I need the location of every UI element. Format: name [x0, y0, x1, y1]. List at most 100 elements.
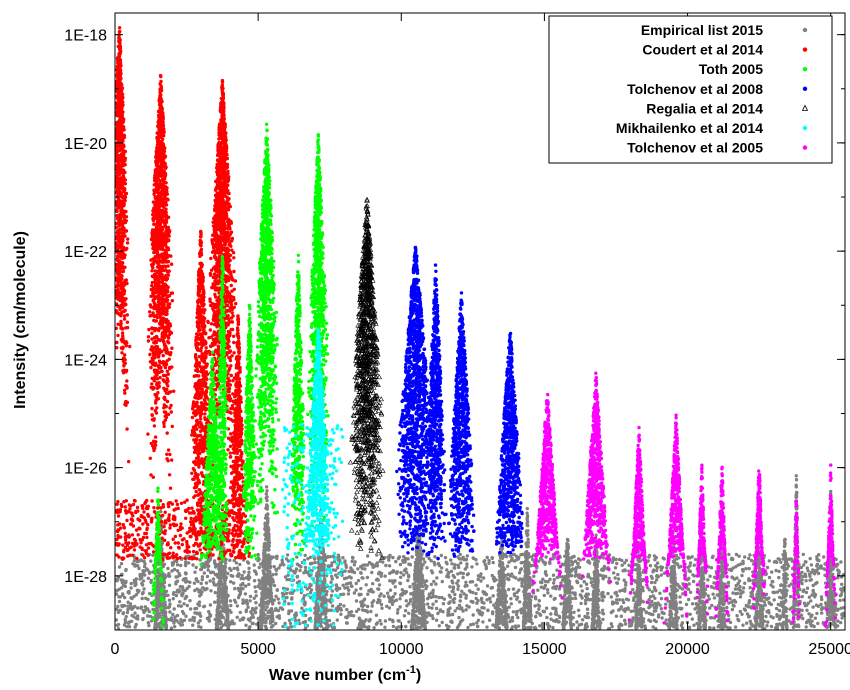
data-point: [148, 614, 153, 619]
data-point: [253, 611, 258, 615]
data-point: [347, 610, 351, 615]
data-point: [615, 601, 619, 605]
data-point: [123, 595, 127, 600]
data-point: [555, 584, 559, 589]
data-point: [124, 615, 128, 619]
data-point: [524, 574, 528, 578]
data-point: [434, 618, 439, 622]
data-point: [649, 580, 654, 585]
data-point: [356, 578, 361, 583]
data-point: [771, 590, 775, 594]
data-point: [262, 542, 267, 546]
data-point: [627, 563, 631, 567]
data-point: [171, 592, 176, 596]
data-point: [146, 621, 151, 625]
data-point: [815, 562, 820, 566]
data-point: [777, 575, 781, 580]
data-point: [398, 562, 403, 567]
data-point: [517, 588, 521, 592]
data-point: [391, 595, 395, 599]
data-point: [235, 604, 240, 608]
data-point: [684, 602, 689, 607]
data-point: [406, 578, 410, 583]
data-point: [745, 621, 749, 625]
data-point: [274, 621, 278, 626]
data-point: [147, 571, 152, 575]
data-point: [156, 589, 160, 593]
data-point: [143, 605, 147, 609]
data-point: [213, 573, 218, 577]
data-point: [298, 568, 302, 573]
data-point: [503, 592, 507, 596]
data-point: [274, 567, 278, 571]
data-point: [523, 596, 527, 600]
data-point: [435, 576, 439, 580]
data-point: [813, 595, 817, 599]
data-point: [732, 598, 737, 603]
data-point: [726, 580, 731, 585]
data-point: [485, 625, 489, 629]
data-point: [308, 555, 313, 559]
data-point: [375, 561, 379, 565]
data-point: [240, 573, 244, 578]
data-point: [421, 607, 426, 611]
data-point: [245, 601, 249, 606]
data-point: [609, 610, 613, 615]
data-point: [386, 591, 390, 595]
data-point: [266, 602, 270, 606]
data-point: [255, 622, 259, 626]
data-point: [474, 591, 478, 596]
data-point: [417, 554, 422, 558]
data-point: [540, 580, 544, 585]
data-point: [290, 596, 294, 600]
data-point: [458, 571, 463, 575]
data-point: [652, 618, 657, 622]
data-point: [347, 569, 351, 574]
data-point: [211, 580, 216, 585]
data-point: [841, 587, 845, 592]
data-point: [252, 596, 256, 600]
data-point: [819, 595, 824, 599]
data-point: [711, 592, 715, 596]
data-point: [172, 607, 176, 611]
data-point: [566, 597, 570, 601]
data-point: [459, 561, 463, 565]
data-point: [117, 599, 122, 604]
data-point: [387, 555, 391, 560]
data-point: [616, 572, 620, 577]
data-point: [528, 617, 533, 622]
data-point: [680, 621, 685, 625]
data-point: [418, 561, 422, 566]
data-point: [509, 597, 513, 601]
data-point: [218, 581, 222, 585]
data-point: [518, 608, 523, 612]
data-point: [809, 570, 813, 575]
data-point: [543, 583, 548, 587]
data-point: [820, 611, 824, 615]
data-point: [262, 555, 266, 559]
data-point: [238, 562, 242, 567]
data-point: [182, 611, 186, 616]
data-point: [260, 590, 265, 595]
data-point: [242, 570, 246, 574]
data-point: [377, 600, 382, 604]
data-point: [765, 565, 770, 570]
data-point: [609, 595, 613, 599]
data-point: [539, 585, 543, 589]
data-point: [364, 618, 368, 622]
data-point: [496, 583, 501, 587]
data-point: [533, 604, 537, 608]
data-point: [359, 604, 364, 608]
data-point: [229, 568, 233, 572]
data-point: [431, 594, 435, 598]
data-point: [836, 624, 840, 628]
data-point: [117, 587, 121, 591]
data-point: [583, 625, 588, 629]
data-point: [434, 599, 438, 603]
data-point: [167, 571, 171, 576]
data-point: [250, 612, 254, 616]
data-point: [464, 558, 468, 562]
data-point: [773, 626, 778, 630]
data-point: [216, 591, 221, 596]
data-point: [391, 555, 395, 560]
